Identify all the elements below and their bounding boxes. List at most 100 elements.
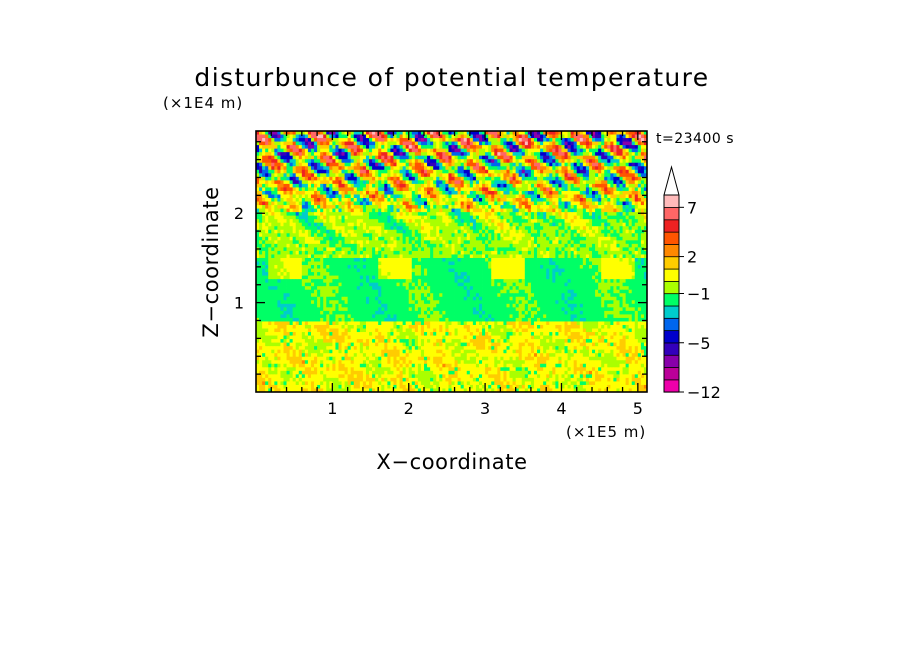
heatmap-cell [460,155,465,160]
heatmap-cell [637,212,642,217]
heatmap-cell [472,198,477,202]
heatmap-cell [497,265,501,269]
heatmap-cell [439,250,443,255]
heatmap-cell [430,180,434,185]
heatmap-cell [332,173,336,178]
heatmap-cell [405,257,410,262]
heatmap-cell [298,173,303,178]
heatmap-cell [604,219,608,224]
heatmap-cell [454,138,458,142]
heatmap-cell [283,240,287,245]
heatmap-cell [347,257,352,262]
heatmap-cell [375,201,379,206]
heatmap-cell [561,155,565,160]
heatmap-cell [271,152,275,157]
heatmap-cell [283,145,287,150]
heatmap-cell [607,180,611,185]
heatmap-cell [369,226,373,231]
heatmap-cell [433,169,437,174]
heatmap-cell [274,208,278,213]
heatmap-cell [356,226,361,231]
heatmap-cell [579,134,584,139]
heatmap-cell [442,257,446,262]
heatmap-cell [350,190,355,195]
heatmap-cell [307,166,312,171]
heatmap-cell [518,236,523,241]
heatmap-cell [417,201,422,206]
heatmap-cell [298,205,303,209]
heatmap-cell [405,176,410,181]
heatmap-cell [405,222,410,227]
heatmap-cell [341,187,345,192]
heatmap-cell [356,257,361,262]
heatmap-cell [628,219,633,224]
heatmap-cell [537,190,541,195]
heatmap-cell [518,166,523,171]
heatmap-cell [329,265,333,269]
heatmap-cell [540,198,544,202]
heatmap-cell [338,194,342,199]
heatmap-cell [405,250,410,255]
heatmap-cell [417,187,422,192]
heatmap-cell [637,176,642,181]
heatmap-cell [610,254,614,259]
heatmap-cell [567,236,572,241]
heatmap-cell [393,212,397,217]
heatmap-cell [268,180,272,185]
heatmap-cell [314,183,318,188]
heatmap-cell [314,145,318,150]
heatmap-cell [427,229,431,234]
heatmap-cell [634,190,639,195]
heatmap-cell [466,233,471,238]
heatmap-cell [387,145,391,150]
heatmap-cell [286,226,290,231]
heatmap-cell [430,194,434,199]
heatmap-cell [310,141,315,146]
heatmap-cell [335,183,339,188]
heatmap-cell [564,162,568,167]
heatmap-cell [405,162,410,167]
heatmap-cell [610,134,614,139]
heatmap-cell [543,190,547,195]
heatmap-cell [396,233,400,238]
heatmap-cell [350,222,355,227]
heatmap-cell [314,212,318,217]
heatmap-cell [616,254,620,259]
heatmap-cell [323,180,327,185]
heatmap-cell [469,215,474,220]
heatmap-cell [439,190,443,195]
heatmap-cell [546,212,550,217]
heatmap-cell [424,141,428,146]
heatmap-cell [631,247,636,252]
heatmap-cell [509,148,513,153]
heatmap-cell [482,145,486,150]
heatmap-cell [595,155,599,160]
heatmap-cell [408,159,413,164]
heatmap-cell [604,134,608,139]
heatmap-cell [359,212,364,217]
heatmap-cell [390,198,394,202]
heatmap-cell [402,240,407,245]
heatmap-cell [466,247,471,252]
heatmap-cell [329,162,333,167]
heatmap-cell [256,173,260,178]
heatmap-cell [549,159,553,164]
heatmap-cell [622,265,627,269]
heatmap-cell [283,138,287,142]
heatmap-cell [359,155,364,160]
heatmap-cell [530,138,535,142]
heatmap-cell [537,194,541,199]
heatmap-cell [540,131,544,135]
heatmap-cell [356,265,361,269]
heatmap-cell [289,155,294,160]
heatmap-cell [564,131,568,135]
heatmap-cell [616,169,620,174]
heatmap-cell [485,250,489,255]
heatmap-cell [344,141,349,146]
heatmap-cell [445,180,449,185]
heatmap-cell [396,236,400,241]
heatmap-cell [317,134,321,139]
heatmap-cell [640,236,645,241]
heatmap-cell [592,138,596,142]
heatmap-cell [262,208,266,213]
